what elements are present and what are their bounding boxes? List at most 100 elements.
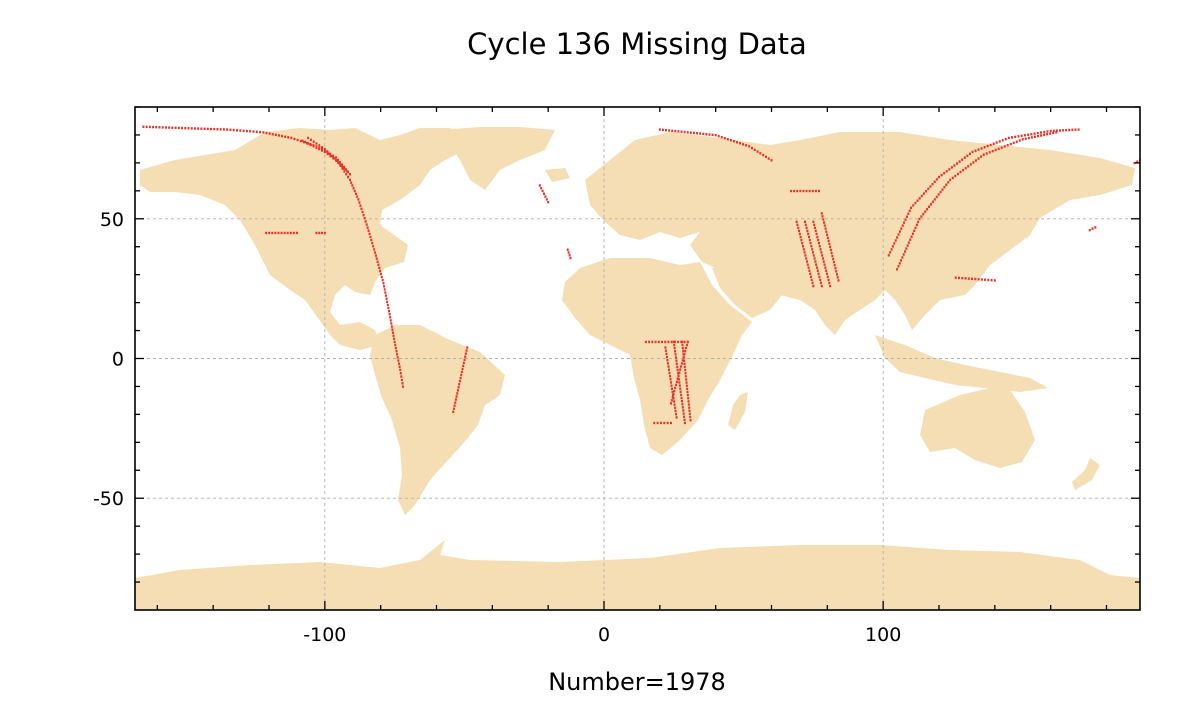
missing-data-point [378, 266, 381, 270]
missing-data-point [683, 353, 686, 356]
missing-data-point [398, 365, 401, 368]
missing-data-point [832, 257, 835, 261]
missing-data-point [302, 140, 305, 144]
missing-data-point [967, 277, 970, 280]
missing-data-point [665, 352, 668, 356]
missing-data-point [836, 276, 839, 279]
missing-data-point [1136, 160, 1139, 163]
missing-data-point [339, 164, 342, 168]
missing-data-point [222, 128, 225, 131]
missing-data-point [682, 356, 685, 359]
missing-data-point [912, 204, 915, 207]
missing-data-point [148, 125, 151, 129]
missing-data-point [569, 256, 572, 260]
missing-data-point [393, 340, 396, 344]
missing-data-point [688, 409, 691, 412]
missing-data-point [271, 133, 274, 136]
missing-data-point [374, 251, 377, 254]
missing-data-point [993, 279, 996, 282]
missing-data-point [677, 378, 680, 381]
missing-data-point [750, 146, 753, 150]
missing-data-point [822, 218, 825, 221]
missing-data-point [964, 277, 967, 280]
uk-landmass [592, 190, 608, 215]
missing-data-point [335, 156, 337, 159]
missing-data-point [1040, 131, 1043, 134]
missing-data-point [683, 362, 686, 366]
missing-data-point [928, 205, 931, 208]
missing-data-point [991, 149, 994, 153]
missing-data-point [686, 131, 689, 134]
missing-data-point [1074, 128, 1077, 131]
missing-data-point [540, 187, 543, 190]
missing-data-point [898, 262, 901, 265]
missing-data-point [318, 147, 321, 151]
missing-data-point [177, 126, 180, 130]
missing-data-point [977, 148, 980, 151]
missing-data-point [464, 355, 467, 358]
x-tick-label: -100 [303, 624, 346, 646]
missing-data-point [1040, 134, 1043, 137]
missing-data-point [896, 268, 899, 271]
missing-data-point [681, 359, 684, 362]
missing-data-point [359, 204, 362, 207]
missing-data-point [924, 210, 927, 213]
missing-data-point [813, 257, 816, 260]
missing-data-point [452, 410, 455, 413]
missing-data-point [666, 362, 669, 365]
missing-data-point [935, 195, 938, 199]
missing-data-point [659, 421, 662, 425]
missing-data-point [796, 223, 799, 227]
missing-data-point [287, 136, 290, 139]
missing-data-point [802, 189, 805, 193]
missing-data-point [674, 406, 677, 410]
missing-data-point [318, 231, 321, 235]
missing-data-point [689, 415, 692, 419]
missing-data-point [817, 272, 820, 276]
missing-data-point [654, 340, 657, 344]
missing-data-point [330, 154, 333, 158]
missing-data-point [678, 371, 681, 374]
missing-data-point [681, 403, 684, 406]
y-tick-label: 0 [112, 349, 124, 371]
missing-data-point [827, 278, 830, 282]
missing-data-point [891, 245, 894, 248]
missing-data-point [323, 147, 326, 151]
missing-data-point [994, 148, 997, 152]
missing-data-point [268, 231, 271, 235]
missing-data-point [538, 184, 541, 187]
missing-data-point [806, 263, 809, 266]
missing-data-point [341, 167, 344, 170]
x-tick-label: 0 [598, 624, 610, 646]
missing-data-point [739, 142, 742, 145]
missing-data-point [670, 381, 672, 384]
missing-data-point [1052, 129, 1055, 132]
missing-data-point [329, 154, 332, 158]
missing-data-point [345, 173, 348, 176]
missing-data-point [460, 373, 463, 377]
missing-data-point [959, 170, 962, 174]
missing-data-point [826, 236, 829, 239]
missing-data-point [326, 151, 329, 154]
missing-data-point [340, 163, 343, 166]
missing-data-point [797, 226, 800, 230]
missing-data-point [813, 223, 816, 227]
missing-data-point [837, 279, 840, 282]
missing-data-point [379, 272, 382, 276]
missing-data-point [735, 141, 738, 144]
missing-data-point [689, 418, 692, 422]
missing-data-point [346, 170, 349, 173]
missing-data-point [674, 353, 677, 356]
missing-data-point [394, 343, 397, 347]
missing-data-point [367, 229, 370, 232]
missing-data-point [907, 241, 910, 244]
missing-data-point [675, 416, 678, 419]
missing-data-point [672, 392, 675, 396]
missing-data-point [925, 190, 928, 193]
missing-data-point [686, 387, 689, 391]
missing-data-point [197, 127, 200, 130]
australia-landmass [920, 388, 1035, 468]
missing-data-point [567, 251, 570, 254]
missing-data-point [790, 189, 793, 193]
missing-data-point [708, 133, 711, 136]
